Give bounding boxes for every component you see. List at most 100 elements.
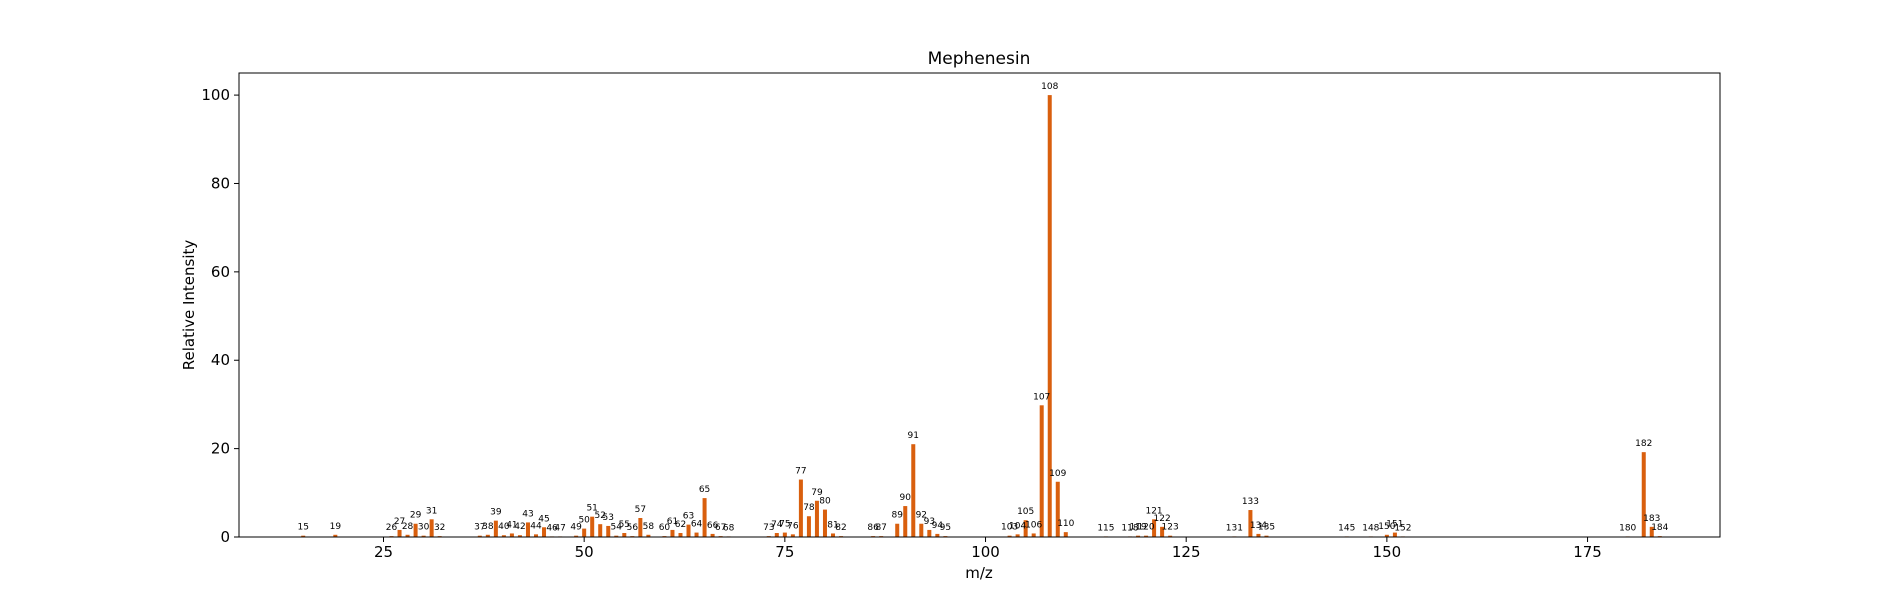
- peak-label-26: 26: [386, 523, 398, 533]
- peak-label-183: 183: [1643, 514, 1660, 524]
- peak-label-77: 77: [795, 467, 806, 477]
- peak-bar-39: [493, 520, 498, 537]
- peak-label-148: 148: [1362, 523, 1379, 533]
- peak-bar-51: [590, 516, 595, 537]
- peak-bar-122: [1160, 526, 1165, 537]
- peak-bar-105: [1023, 520, 1028, 537]
- peak-bar-123: [1168, 535, 1173, 537]
- peak-label-62: 62: [675, 520, 686, 530]
- y-tick-label: 20: [211, 440, 230, 458]
- peak-label-104: 104: [1009, 521, 1026, 531]
- x-tick-label: 175: [1573, 543, 1602, 561]
- peak-bar-104: [1015, 534, 1020, 537]
- peak-bar-92: [919, 523, 924, 537]
- chart-title: Mephenesin: [928, 49, 1031, 69]
- peak-label-108: 108: [1041, 82, 1058, 92]
- peak-label-134: 134: [1250, 521, 1267, 531]
- peak-label-152: 152: [1394, 523, 1411, 533]
- peak-label-92: 92: [916, 511, 927, 521]
- peak-label-45: 45: [538, 514, 549, 524]
- peak-bar-27: [397, 529, 402, 537]
- y-axis-label: Relative Intensity: [180, 240, 198, 371]
- x-axis: 25 50 75 100 125 150 175: [374, 537, 1602, 561]
- peak-label-31: 31: [426, 506, 437, 516]
- peak-label-64: 64: [691, 520, 703, 530]
- x-tick-label: 75: [775, 543, 794, 561]
- peak-label-43: 43: [522, 509, 533, 519]
- peak-label-82: 82: [835, 523, 846, 533]
- peak-bar-106: [1031, 533, 1036, 537]
- peak-bar-135: [1264, 535, 1269, 537]
- peak-label-60: 60: [659, 523, 671, 533]
- bars-layer: [301, 95, 1662, 537]
- peak-label-182: 182: [1635, 439, 1652, 449]
- peak-bar-28: [405, 534, 410, 537]
- peak-label-30: 30: [418, 523, 430, 533]
- peak-label-41: 41: [506, 520, 517, 530]
- peak-label-95: 95: [940, 523, 951, 533]
- peak-bar-79: [814, 500, 819, 537]
- peak-bar-29: [413, 523, 418, 537]
- peak-bar-62: [678, 533, 683, 537]
- peak-bar-76: [790, 534, 795, 537]
- peak-label-37: 37: [474, 523, 485, 533]
- peak-label-57: 57: [635, 505, 646, 515]
- peak-label-53: 53: [603, 513, 614, 523]
- peak-label-184: 184: [1651, 523, 1668, 533]
- peak-bar-151: [1392, 532, 1397, 537]
- y-tick-label: 80: [211, 174, 230, 192]
- peak-bar-65: [702, 498, 707, 537]
- x-tick-label: 125: [1172, 543, 1201, 561]
- peak-label-55: 55: [619, 520, 630, 530]
- peak-label-120: 120: [1137, 523, 1154, 533]
- peak-bar-63: [686, 524, 691, 537]
- peak-label-81: 81: [827, 520, 838, 530]
- peak-label-109: 109: [1049, 469, 1066, 479]
- peak-bar-108: [1047, 95, 1052, 537]
- peak-label-42: 42: [514, 522, 525, 532]
- peak-label-87: 87: [875, 523, 886, 533]
- peak-label-79: 79: [811, 488, 823, 498]
- peak-bar-37: [477, 535, 482, 537]
- peak-bar-15: [301, 535, 306, 537]
- peak-bar-89: [895, 523, 900, 537]
- x-axis-label: m/z: [965, 564, 993, 582]
- peak-bar-43: [525, 522, 530, 537]
- y-axis: 0 20 40 60 80 100: [201, 86, 239, 546]
- peak-label-75: 75: [779, 520, 790, 530]
- peak-label-40: 40: [498, 522, 510, 532]
- peak-bar-150: [1384, 534, 1389, 537]
- peak-label-151: 151: [1386, 520, 1403, 530]
- peak-label-32: 32: [434, 523, 445, 533]
- peak-bar-54: [614, 535, 619, 537]
- peak-label-145: 145: [1338, 523, 1355, 533]
- peak-bar-64: [694, 532, 699, 537]
- peak-label-78: 78: [803, 503, 815, 513]
- peak-bar-66: [710, 533, 715, 537]
- peak-label-46: 46: [546, 523, 558, 533]
- peak-label-67: 67: [715, 523, 726, 533]
- peak-label-66: 66: [707, 521, 719, 531]
- peak-label-54: 54: [611, 523, 623, 533]
- peak-label-38: 38: [482, 522, 494, 532]
- peak-label-150: 150: [1378, 522, 1395, 532]
- peak-label-50: 50: [578, 516, 590, 526]
- peak-label-94: 94: [932, 521, 944, 531]
- peak-bar-53: [606, 525, 611, 537]
- peak-bar-91: [911, 444, 916, 537]
- peak-label-68: 68: [723, 523, 735, 533]
- peak-label-73: 73: [763, 523, 774, 533]
- peak-label-110: 110: [1057, 519, 1074, 529]
- peak-bar-74: [774, 533, 779, 537]
- peak-bar-31: [429, 519, 434, 537]
- peak-bar-133: [1248, 510, 1253, 537]
- peak-bar-120: [1144, 535, 1149, 537]
- peak-label-19: 19: [330, 522, 342, 532]
- x-tick-label: 150: [1373, 543, 1402, 561]
- peak-bar-61: [670, 529, 675, 537]
- peak-label-119: 119: [1129, 523, 1146, 533]
- peak-label-135: 135: [1258, 523, 1275, 533]
- peak-label-122: 122: [1154, 514, 1171, 524]
- peak-label-89: 89: [891, 511, 903, 521]
